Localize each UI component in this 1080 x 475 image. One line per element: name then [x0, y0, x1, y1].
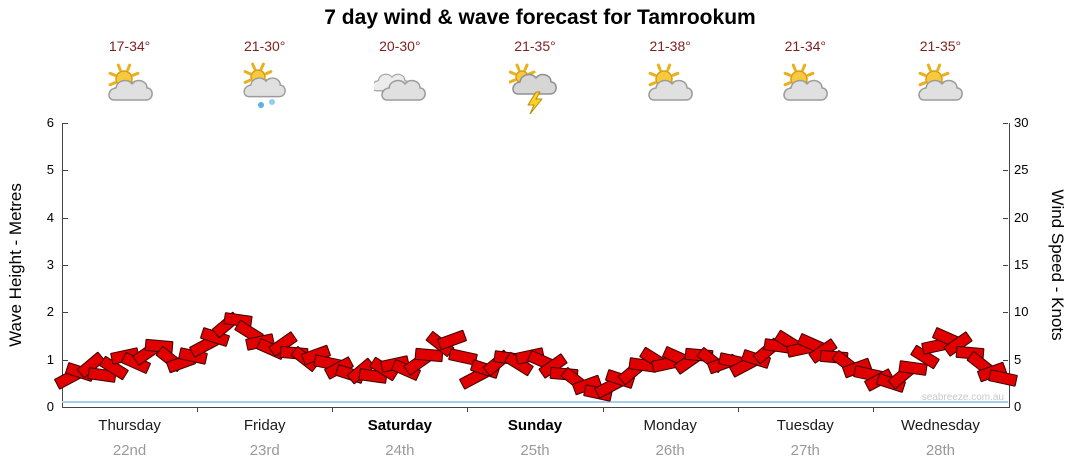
right-tick: [1003, 359, 1008, 361]
left-tick: [63, 312, 68, 314]
right-tick-label: 5: [1014, 351, 1022, 367]
right-tick-label: 10: [1014, 304, 1029, 320]
partly-cloudy-showers-icon: [239, 62, 291, 114]
left-tick-label: 0: [46, 399, 54, 414]
x-axis-tick: [467, 408, 469, 412]
right-tick-label: 30: [1014, 115, 1029, 130]
left-tick: [63, 407, 68, 408]
day-temp: 21-35°: [919, 38, 962, 54]
right-tick: [1003, 265, 1008, 266]
day-temp: 21-34°: [784, 38, 826, 54]
partly-cloudy-icon: [644, 62, 696, 114]
left-tick-label: 1: [46, 351, 54, 367]
cloudy-icon: [371, 62, 426, 114]
watermark: seabreeze.com.au: [921, 392, 1004, 403]
left-tick: [63, 123, 68, 124]
chart-title: 7 day wind & wave forecast for Tamrookum: [324, 6, 756, 29]
day-label: Friday: [243, 417, 286, 434]
date-label: 28th: [925, 442, 956, 459]
x-axis-tick: [602, 408, 604, 412]
left-tick-label: 2: [46, 304, 54, 320]
day-label: Thursday: [98, 417, 161, 434]
right-tick-label: 15: [1014, 257, 1029, 272]
x-axis-tick: [737, 408, 739, 412]
partly-cloudy-icon: [104, 62, 156, 114]
x-axis-tick: [872, 408, 874, 412]
right-tick: [1003, 312, 1008, 314]
day-label: Sunday: [507, 417, 563, 434]
partly-cloudy-icon: [914, 62, 966, 114]
day-temp: 21-30°: [244, 38, 286, 54]
date-label: 24th: [385, 442, 415, 459]
x-axis-tick: [332, 408, 334, 412]
right-tick: [1003, 170, 1008, 172]
day-temp: 21-35°: [514, 38, 556, 54]
date-label: 26th: [655, 442, 685, 459]
right-tick: [1003, 217, 1008, 219]
right-tick-label: 20: [1014, 209, 1029, 225]
day-label: Saturday: [367, 417, 432, 434]
day-label: Tuesday: [776, 417, 834, 434]
date-label: 25th: [520, 442, 550, 459]
day-label: Wednesday: [900, 417, 980, 434]
day-temp: 21-38°: [649, 38, 691, 54]
day-temp: 20-30°: [379, 38, 421, 54]
day-label: Monday: [643, 417, 697, 434]
left-tick: [63, 265, 68, 266]
left-tick: [63, 217, 68, 219]
x-axis-tick: [197, 408, 199, 412]
wave-height-line: [62, 401, 1008, 404]
left-tick-label: 4: [46, 209, 54, 225]
plot-area: [62, 123, 1010, 408]
date-label: 27th: [790, 442, 820, 459]
date-label: 22nd: [112, 442, 147, 459]
left-tick-label: 6: [46, 115, 54, 130]
left-tick: [63, 170, 68, 172]
left-tick-label: 5: [46, 162, 54, 178]
right-tick: [1003, 407, 1008, 408]
right-tick-label: 0: [1014, 399, 1022, 414]
right-tick-label: 25: [1014, 162, 1029, 178]
date-label: 23rd: [249, 442, 280, 459]
thunderstorm-icon: [508, 62, 561, 115]
partly-cloudy-icon: [779, 62, 831, 114]
day-temp: 17-34°: [108, 38, 151, 54]
left-tick-label: 3: [46, 257, 54, 272]
right-tick: [1003, 123, 1008, 124]
left-tick: [63, 359, 68, 361]
